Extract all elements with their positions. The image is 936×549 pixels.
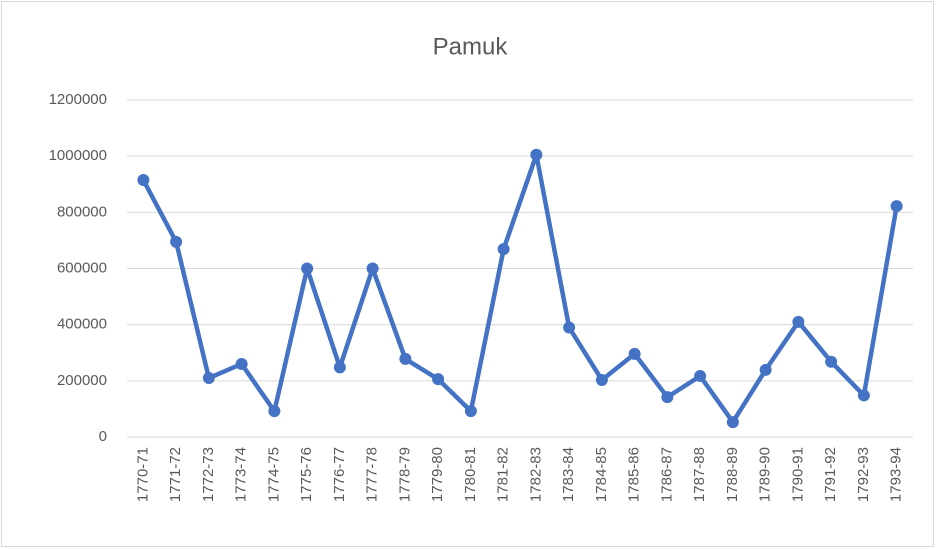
x-tick-label: 1771-72 (167, 447, 184, 502)
x-tick-label: 1793-94 (888, 447, 905, 502)
x-tick-label: 1780-81 (462, 447, 479, 502)
y-tick-label: 800000 (57, 203, 107, 220)
y-tick-label: 0 (99, 428, 107, 445)
point (595, 373, 608, 386)
x-tick-label: 1772-73 (200, 447, 217, 502)
y-tick-label: 1000000 (49, 147, 107, 164)
point (333, 361, 346, 374)
point (235, 357, 248, 370)
point (399, 352, 412, 365)
point (890, 200, 903, 213)
point (857, 389, 870, 402)
y-tick-label: 200000 (57, 372, 107, 389)
point (432, 373, 445, 386)
point (661, 391, 674, 404)
x-tick-label: 1773-74 (233, 447, 250, 502)
point (759, 363, 772, 376)
point (137, 174, 150, 187)
y-tick-label: 600000 (57, 259, 107, 276)
x-tick-label: 1789-90 (757, 447, 774, 502)
x-tick-label: 1784-85 (593, 447, 610, 502)
y-tick-label: 400000 (57, 316, 107, 333)
point (301, 262, 314, 275)
x-tick-label: 1770-71 (134, 447, 151, 502)
point (497, 243, 510, 256)
x-tick-label: 1775-76 (298, 447, 315, 502)
x-tick-label: 1774-75 (265, 447, 282, 502)
x-tick-label: 1781-82 (495, 447, 512, 502)
x-tick-label: 1777-78 (364, 447, 381, 502)
series-line (141, 152, 899, 425)
x-tick-label: 1782-83 (527, 447, 544, 502)
chart-title: Pamuk (433, 33, 509, 60)
x-tick-label: 1788-89 (724, 447, 741, 502)
point (464, 405, 477, 418)
x-tick-label: 1786-87 (658, 447, 675, 502)
point (268, 405, 281, 418)
x-tick-label: 1779-80 (429, 447, 446, 502)
point (694, 370, 707, 383)
x-tick-label: 1785-86 (626, 447, 643, 502)
point (628, 347, 641, 360)
x-tick-label: 1792-93 (855, 447, 872, 502)
x-tick-label: 1783-84 (560, 447, 577, 502)
x-tick-label: 1791-92 (822, 447, 839, 502)
x-tick-label: 1778-79 (396, 447, 413, 502)
x-tick-label: 1787-88 (691, 447, 708, 502)
point (563, 321, 576, 334)
point (530, 148, 543, 161)
point (170, 235, 183, 248)
point (726, 416, 739, 429)
point (792, 315, 805, 328)
y-tick-label: 1200000 (49, 91, 107, 108)
x-tick-label: 1776-77 (331, 447, 348, 502)
x-tick-label: 1790-91 (789, 447, 806, 502)
point (366, 262, 379, 275)
point (202, 372, 215, 385)
point (825, 355, 838, 368)
